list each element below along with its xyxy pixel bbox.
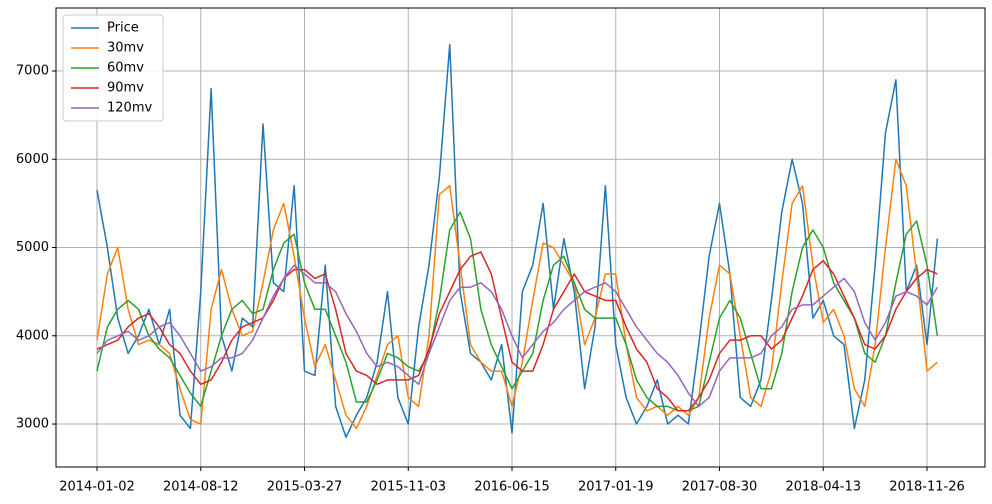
x-tick-label: 2017-08-30 <box>682 480 758 495</box>
x-tick-label: 2018-04-13 <box>785 480 861 495</box>
legend-label: Price <box>107 21 139 36</box>
legend-label: 30mv <box>107 41 144 56</box>
y-tick-label: 5000 <box>16 240 49 255</box>
legend-label: 60mv <box>107 61 144 76</box>
x-tick-label: 2015-03-27 <box>267 480 343 495</box>
legend: Price 30mv 60mv 90mv 120mv <box>62 14 164 122</box>
line <box>96 43 939 439</box>
y-tick-label: 3000 <box>16 417 49 432</box>
line <box>96 158 938 430</box>
legend-label: 120mv <box>107 101 152 116</box>
line <box>96 211 939 412</box>
y-tick-label: 7000 <box>16 64 49 79</box>
legend-label: 90mv <box>107 81 144 96</box>
line <box>96 264 939 408</box>
x-tick-label: 2014-08-12 <box>163 480 239 495</box>
legend-box <box>62 14 164 122</box>
x-tick-label: 2015-11-03 <box>370 480 446 495</box>
plot-frame <box>55 7 986 468</box>
x-tick-label: 2017-01-19 <box>578 480 654 495</box>
x-tick-label: 2016-06-15 <box>474 480 550 495</box>
y-tick-label: 4000 <box>16 328 49 343</box>
y-tick-label: 6000 <box>16 152 49 167</box>
x-tick-label: 2018-11-26 <box>889 480 965 495</box>
x-tick-label: 2014-01-02 <box>59 480 135 495</box>
